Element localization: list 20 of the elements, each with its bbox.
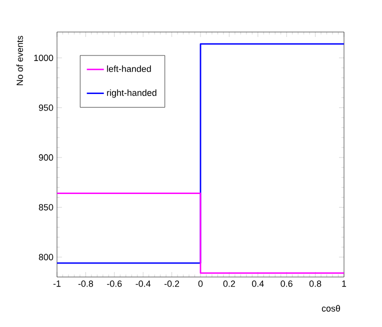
y-axis-title: No of events [16,36,23,86]
x-tick-label: 0.2 [223,280,235,287]
x-tick-label: -0.2 [164,280,180,287]
x-tick-label: 0.8 [309,280,322,287]
legend-label: right-handed [107,89,156,98]
x-tick-label: 0 [198,280,203,287]
x-tick-label: -0.8 [78,280,94,287]
x-tick-label: -0.4 [136,280,151,287]
x-tick-label: -1 [53,280,61,287]
x-tick-label: 0.6 [280,280,292,287]
x-tick-label: 1 [342,280,346,287]
y-tick-label: 1000 [34,54,54,62]
x-tick-label: 0.4 [252,280,264,287]
y-tick-label: 800 [38,254,54,260]
y-tick-label: 950 [38,104,54,111]
x-tick-label: -0.6 [107,280,122,287]
legend-label: left-handed [107,65,151,72]
y-tick-label: 850 [38,204,54,210]
y-tick-label: 900 [38,154,54,161]
x-axis-title: cosθ [322,305,340,312]
